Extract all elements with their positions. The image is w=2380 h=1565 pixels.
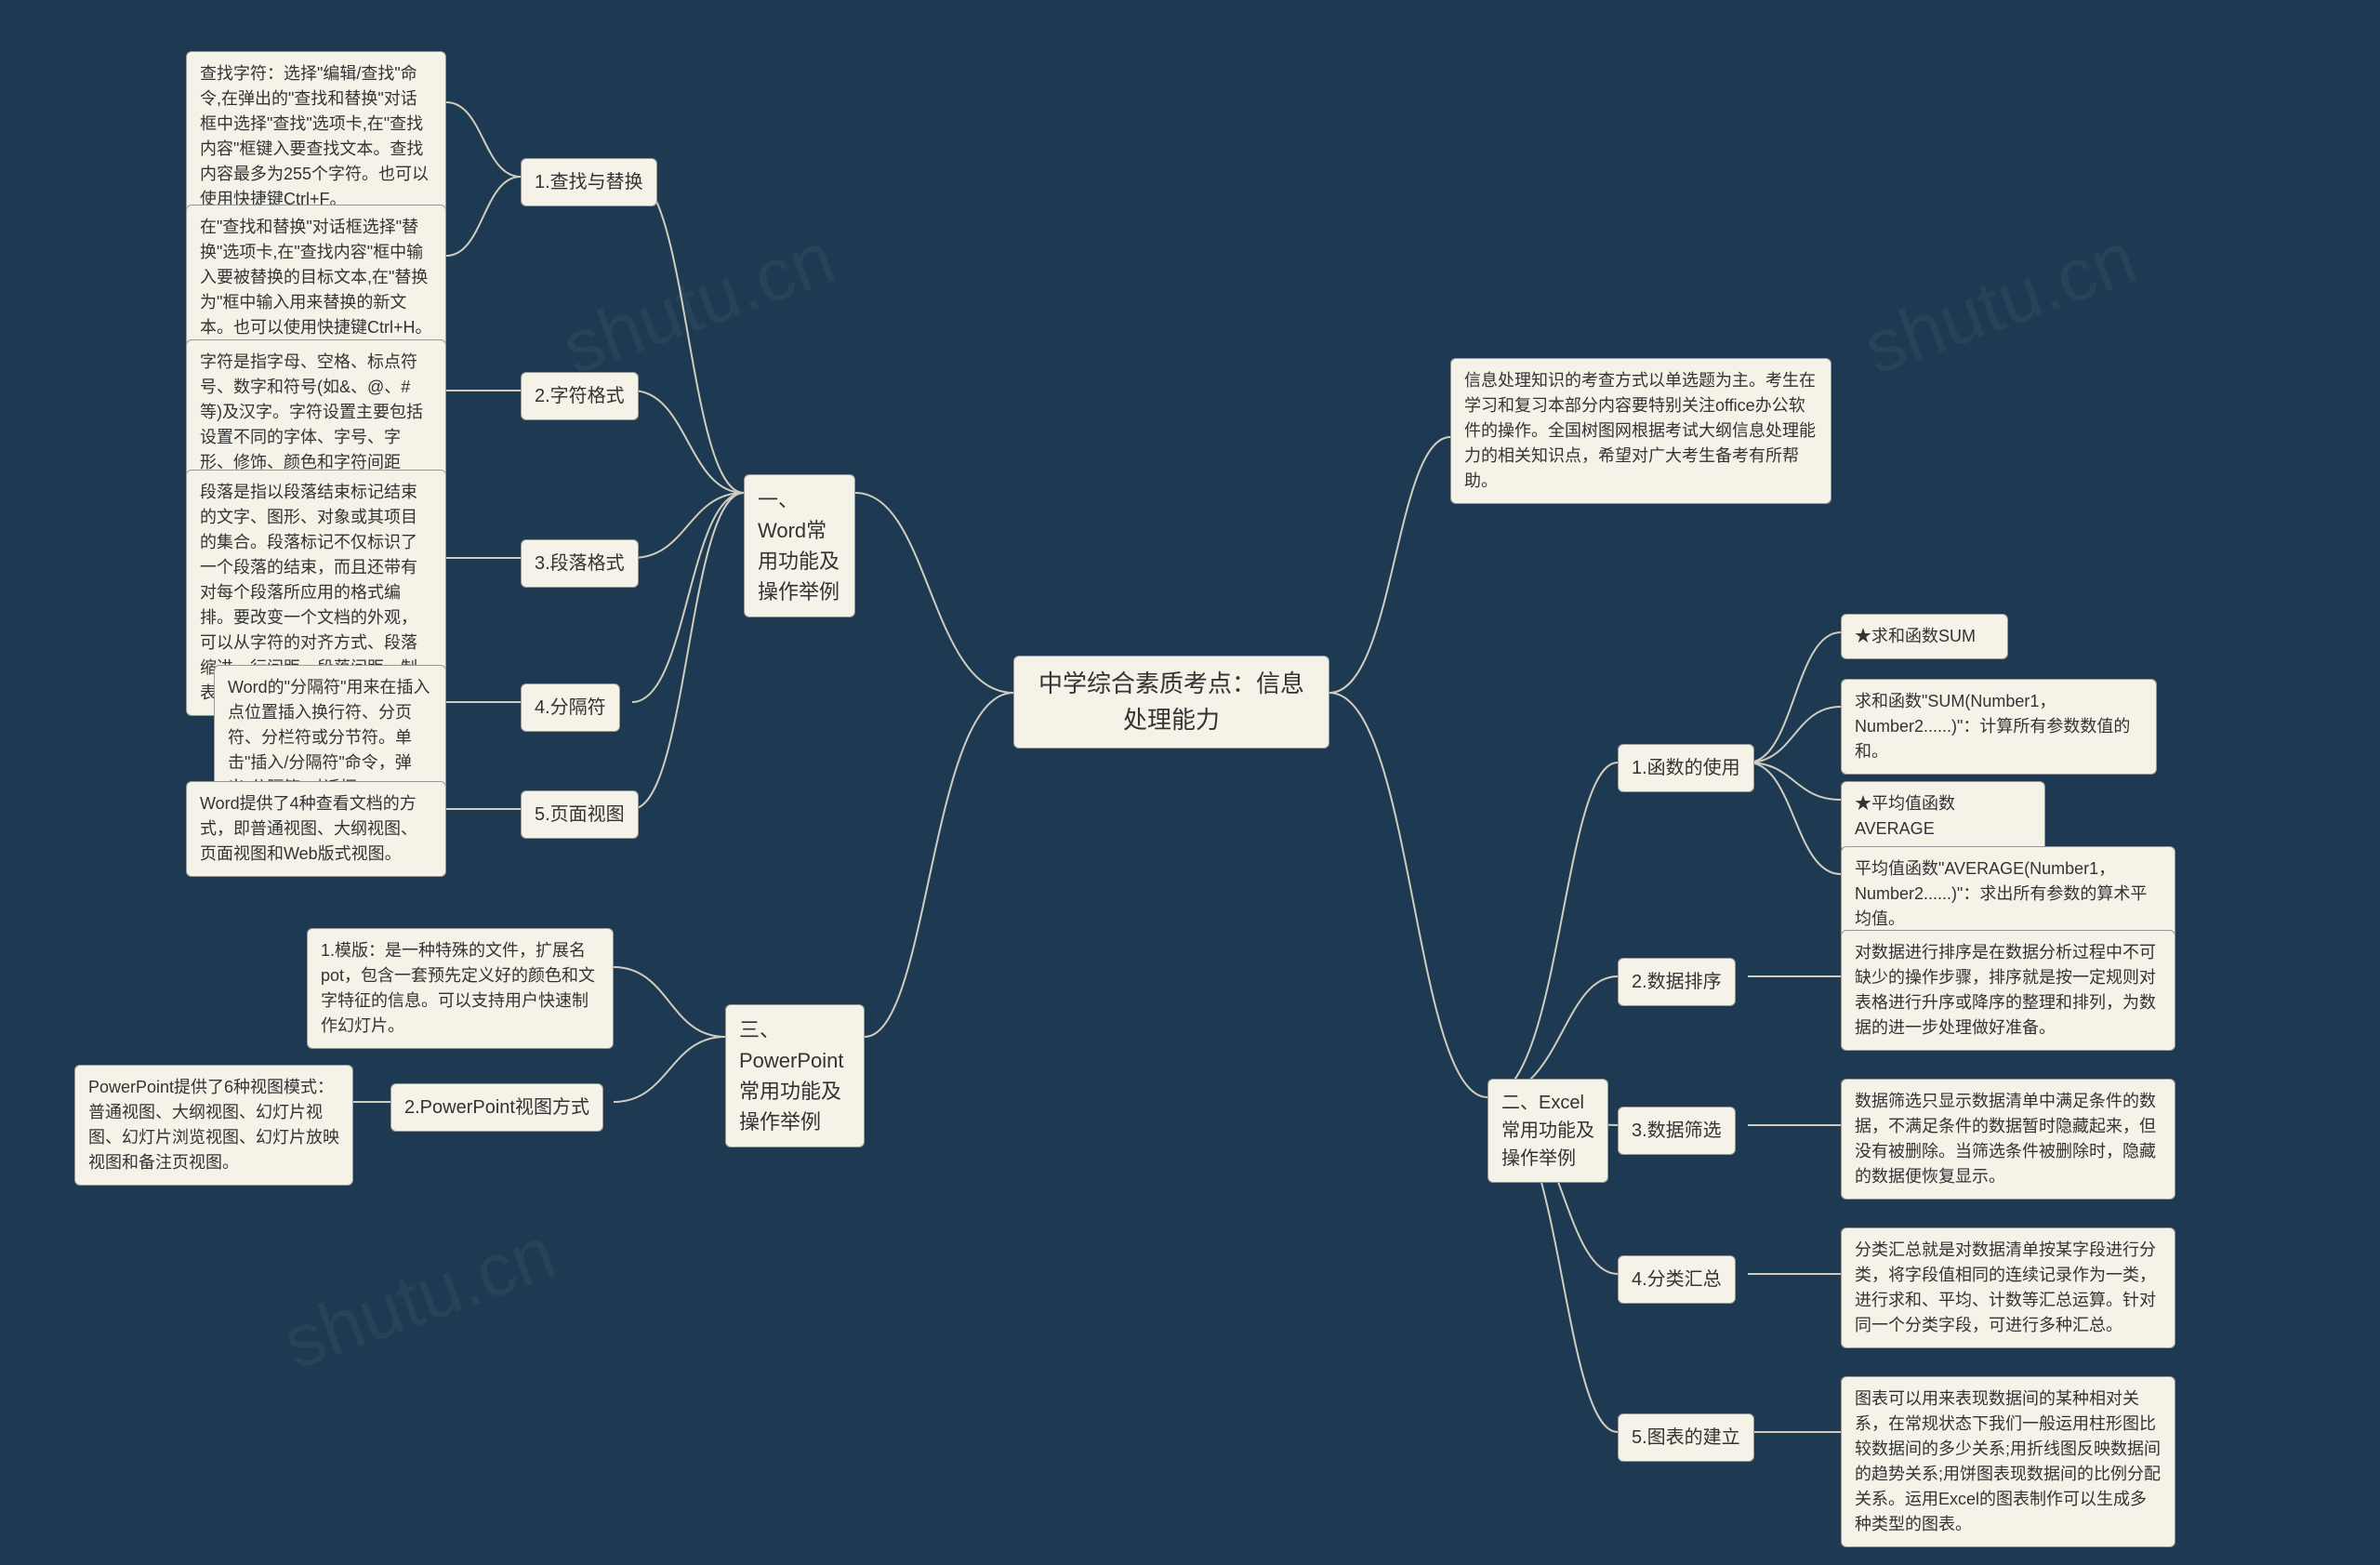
s2-sub1-leaf3: ★平均值函数AVERAGE — [1841, 781, 2045, 852]
s1-sub2: 2.字符格式 — [521, 372, 639, 420]
s1-sub4: 4.分隔符 — [521, 683, 620, 732]
watermark: shutu.cn — [1853, 215, 2147, 391]
s3-sub2-leaf: PowerPoint提供了6种视图模式：普通视图、大纲视图、幻灯片视图、幻灯片浏… — [74, 1065, 353, 1186]
s2-sub4: 4.分类汇总 — [1618, 1255, 1736, 1304]
watermark: shutu.cn — [272, 1210, 566, 1386]
section3-title: 三、PowerPoint常用功能及操作举例 — [725, 1004, 865, 1147]
s1-sub1-leaf1: 查找字符：选择"编辑/查找"命令,在弹出的"查找和替换"对话框中选择"查找"选项… — [186, 51, 446, 222]
root-node: 中学综合素质考点：信息处理能力 — [1013, 656, 1329, 749]
section1-title: 一、Word常用功能及操作举例 — [744, 474, 855, 617]
s2-sub5-leaf: 图表可以用来表现数据间的某种相对关系，在常规状态下我们一般运用柱形图比较数据间的… — [1841, 1376, 2175, 1547]
s2-sub3-leaf: 数据筛选只显示数据清单中满足条件的数据，不满足条件的数据暂时隐藏起来，但没有被删… — [1841, 1079, 2175, 1200]
s1-sub1: 1.查找与替换 — [521, 158, 657, 206]
s2-sub1-leaf2: 求和函数"SUM(Number1，Number2......)"：计算所有参数数… — [1841, 679, 2157, 775]
s2-sub4-leaf: 分类汇总就是对数据清单按某字段进行分类，将字段值相同的连续记录作为一类，进行求和… — [1841, 1227, 2175, 1348]
section2-title: 二、Excel常用功能及操作举例 — [1488, 1079, 1608, 1183]
s2-sub2: 2.数据排序 — [1618, 958, 1736, 1006]
s1-sub5-leaf: Word提供了4种查看文档的方式，即普通视图、大纲视图、页面视图和Web版式视图… — [186, 781, 446, 877]
s2-sub3: 3.数据筛选 — [1618, 1107, 1736, 1155]
s1-sub5: 5.页面视图 — [521, 790, 639, 839]
s3-sub2: 2.PowerPoint视图方式 — [390, 1083, 603, 1132]
s2-sub5: 5.图表的建立 — [1618, 1413, 1754, 1462]
s2-sub1-leaf4: 平均值函数"AVERAGE(Number1，Number2......)"：求出… — [1841, 846, 2175, 942]
s2-sub2-leaf: 对数据进行排序是在数据分析过程中不可缺少的操作步骤，排序就是按一定规则对表格进行… — [1841, 930, 2175, 1051]
s3-sub1-leaf: 1.模版：是一种特殊的文件，扩展名pot，包含一套预先定义好的颜色和文字特征的信… — [307, 928, 614, 1049]
s1-sub3: 3.段落格式 — [521, 539, 639, 588]
s2-sub1-leaf1: ★求和函数SUM — [1841, 614, 2008, 659]
s1-sub1-leaf2: 在"查找和替换"对话框选择"替换"选项卡,在"查找内容"框中输入要被替换的目标文… — [186, 205, 446, 351]
intro-node: 信息处理知识的考查方式以单选题为主。考生在学习和复习本部分内容要特别关注offi… — [1450, 358, 1831, 504]
watermark: shutu.cn — [551, 215, 845, 391]
s2-sub1: 1.函数的使用 — [1618, 744, 1754, 792]
